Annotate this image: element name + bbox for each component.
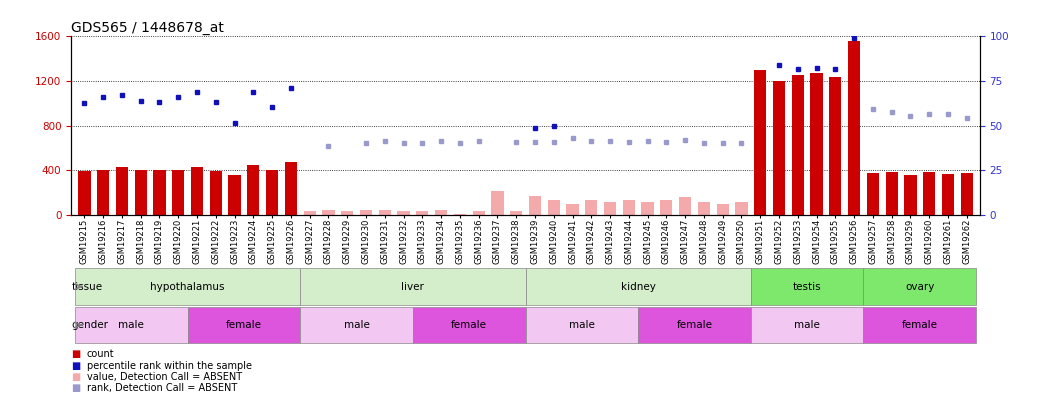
Bar [829, 77, 842, 215]
Bar [864, 307, 976, 343]
Text: count: count [87, 350, 114, 359]
Bar [285, 162, 297, 215]
Text: ■: ■ [71, 384, 81, 393]
Bar [301, 307, 413, 343]
Text: kidney: kidney [620, 281, 656, 292]
Text: ovary: ovary [905, 281, 935, 292]
Bar [791, 75, 804, 215]
Bar [79, 171, 90, 215]
Bar [750, 307, 864, 343]
Bar [188, 307, 301, 343]
Bar [755, 70, 766, 215]
Bar [97, 170, 109, 215]
Bar [492, 191, 503, 215]
Text: female: female [902, 320, 938, 330]
Bar [510, 211, 522, 215]
Bar [867, 173, 879, 215]
Bar [585, 200, 597, 215]
Bar [454, 213, 466, 215]
Bar [75, 268, 301, 305]
Bar [773, 81, 785, 215]
Bar [210, 171, 222, 215]
Text: tissue: tissue [71, 281, 103, 292]
Text: percentile rank within the sample: percentile rank within the sample [87, 361, 252, 371]
Bar [638, 307, 750, 343]
Text: ■: ■ [71, 361, 81, 371]
Bar [660, 200, 673, 215]
Bar [604, 202, 616, 215]
Bar [698, 202, 709, 215]
Bar [75, 307, 188, 343]
Bar [750, 268, 864, 305]
Bar [904, 175, 917, 215]
Bar [342, 211, 353, 215]
Bar [378, 210, 391, 215]
Bar [961, 173, 973, 215]
Text: gender: gender [71, 320, 109, 330]
Bar [304, 211, 315, 215]
Text: ■: ■ [71, 372, 81, 382]
Text: female: female [677, 320, 713, 330]
Text: male: male [794, 320, 821, 330]
Bar [473, 211, 485, 215]
Text: testis: testis [793, 281, 822, 292]
Bar [717, 204, 728, 215]
Bar [942, 174, 954, 215]
Bar [359, 210, 372, 215]
Bar [864, 268, 976, 305]
Bar [247, 164, 260, 215]
Text: female: female [452, 320, 487, 330]
Bar [548, 200, 560, 215]
Bar [191, 167, 203, 215]
Bar [848, 41, 860, 215]
Bar [810, 73, 823, 215]
Bar [526, 307, 638, 343]
Text: ■: ■ [71, 350, 81, 359]
Bar [228, 175, 241, 215]
Bar [566, 204, 578, 215]
Text: rank, Detection Call = ABSENT: rank, Detection Call = ABSENT [87, 384, 237, 393]
Bar [172, 170, 184, 215]
Text: male: male [118, 320, 145, 330]
Bar [529, 196, 541, 215]
Bar [266, 170, 278, 215]
Text: female: female [226, 320, 262, 330]
Text: GDS565 / 1448678_at: GDS565 / 1448678_at [71, 21, 224, 35]
Bar [526, 268, 750, 305]
Text: hypothalamus: hypothalamus [151, 281, 225, 292]
Bar [641, 202, 654, 215]
Bar [301, 268, 526, 305]
Bar [736, 202, 747, 215]
Bar [416, 211, 429, 215]
Bar [323, 210, 334, 215]
Bar [153, 170, 166, 215]
Bar [623, 200, 635, 215]
Bar [413, 307, 525, 343]
Bar [679, 197, 692, 215]
Bar [397, 211, 410, 215]
Text: value, Detection Call = ABSENT: value, Detection Call = ABSENT [87, 372, 242, 382]
Text: male: male [569, 320, 595, 330]
Bar [923, 173, 935, 215]
Bar [116, 167, 128, 215]
Bar [134, 170, 147, 215]
Bar [886, 173, 898, 215]
Bar [435, 210, 447, 215]
Text: liver: liver [401, 281, 424, 292]
Text: male: male [344, 320, 370, 330]
